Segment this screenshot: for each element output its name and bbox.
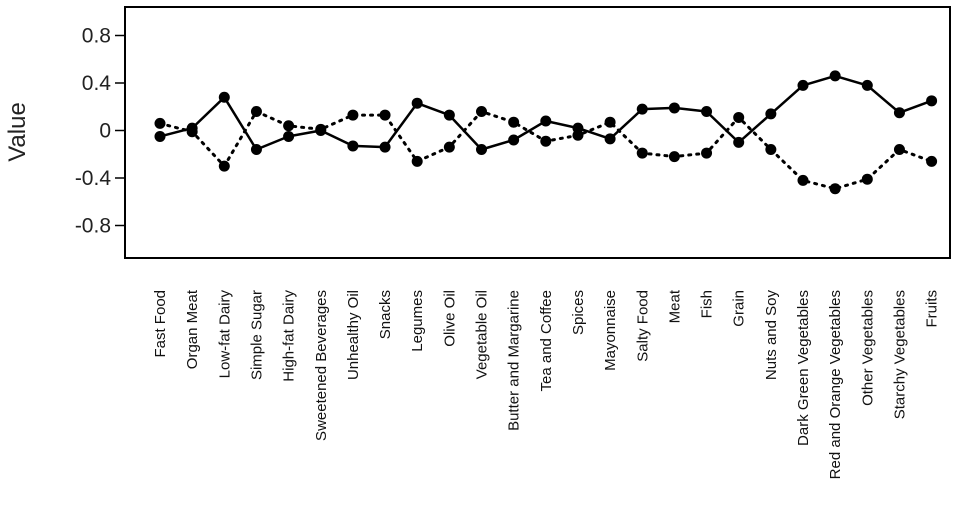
data-point (476, 106, 487, 117)
data-point (604, 116, 616, 128)
data-point (572, 129, 584, 141)
data-point (893, 144, 905, 155)
data-point (283, 120, 295, 132)
data-point (636, 103, 648, 115)
data-point (250, 144, 262, 155)
x-category-label: Nuts and Soy (763, 290, 780, 381)
data-point (218, 91, 230, 103)
x-category-label: Red and Orange Vegetables (827, 290, 844, 479)
data-point (379, 109, 391, 121)
x-category-label: Other Vegetables (859, 290, 876, 406)
data-point (347, 140, 359, 152)
y-tick-label: -0.4 (75, 167, 112, 190)
data-point (154, 117, 166, 129)
data-point (154, 130, 166, 142)
data-point (829, 70, 841, 82)
data-point (250, 106, 262, 117)
data-point (540, 115, 552, 127)
series-layer (154, 70, 938, 195)
y-axis-title: Value (4, 102, 31, 162)
data-point (476, 144, 487, 155)
x-category-label: Fast Food (152, 290, 169, 358)
x-category-label: Grain (731, 290, 748, 327)
data-point (604, 133, 616, 145)
x-category-label: Legumes (409, 290, 426, 352)
data-point (797, 174, 809, 186)
data-point (797, 79, 809, 91)
data-point (893, 107, 905, 119)
x-category-label: Dark Green Vegetables (795, 290, 812, 446)
x-axis-labels: Fast Food Organ Meat Low-fat Dairy Simple S… (152, 289, 941, 479)
x-category-label: Snacks (377, 290, 394, 339)
data-point (508, 134, 520, 146)
data-point (283, 130, 295, 142)
x-category-label: Tea and Coffee (538, 290, 555, 391)
data-point (443, 141, 455, 153)
x-category-label: Fruits (924, 290, 941, 328)
data-point (668, 151, 680, 163)
x-category-label: Sweetened Beverages (313, 290, 330, 441)
data-point (701, 147, 713, 159)
data-point (218, 160, 230, 172)
x-category-label: Starchy Vegetables (891, 290, 908, 419)
x-category-label: Low-fat Dairy (216, 290, 233, 379)
data-point (701, 106, 713, 117)
data-point (733, 111, 745, 123)
x-category-label: Spices (570, 290, 587, 335)
y-tick-label: 0.4 (82, 72, 112, 95)
data-point (733, 136, 745, 148)
data-point (765, 144, 777, 155)
data-point (861, 173, 873, 185)
y-tick-label: 0.8 (82, 25, 111, 48)
x-category-label: Simple Sugar (248, 290, 265, 380)
x-category-label: Olive Oil (441, 290, 458, 347)
data-point (508, 116, 520, 128)
data-point (765, 108, 777, 120)
x-category-label: Fish (699, 290, 716, 318)
data-point (411, 97, 423, 109)
x-category-label: Mayonnaise (602, 290, 619, 371)
data-point (443, 109, 455, 121)
data-point (861, 79, 873, 91)
y-tick-label: 0 (99, 120, 111, 143)
data-point (926, 155, 938, 167)
y-axis: 0.8 0.4 0 -0.4 -0.8 (75, 25, 125, 238)
data-point (668, 102, 680, 114)
data-point (347, 109, 359, 121)
data-point (411, 155, 423, 167)
x-category-label: Butter and Margarine (506, 290, 523, 431)
y-tick-label: -0.8 (75, 215, 111, 238)
data-point (829, 183, 841, 195)
x-category-label: Organ Meat (184, 289, 201, 369)
data-point (636, 147, 648, 159)
x-category-label: Unhealthy Oil (345, 290, 362, 380)
data-point (926, 95, 938, 107)
x-category-label: Meat (666, 289, 683, 323)
x-category-label: Vegetable Oil (474, 290, 491, 379)
x-category-label: High-fat Dairy (281, 290, 298, 382)
plot-frame (124, 6, 951, 259)
data-point (379, 141, 391, 153)
data-point (186, 126, 198, 138)
data-point (540, 135, 552, 147)
x-category-label: Salty Food (634, 290, 651, 362)
data-point (315, 123, 327, 135)
